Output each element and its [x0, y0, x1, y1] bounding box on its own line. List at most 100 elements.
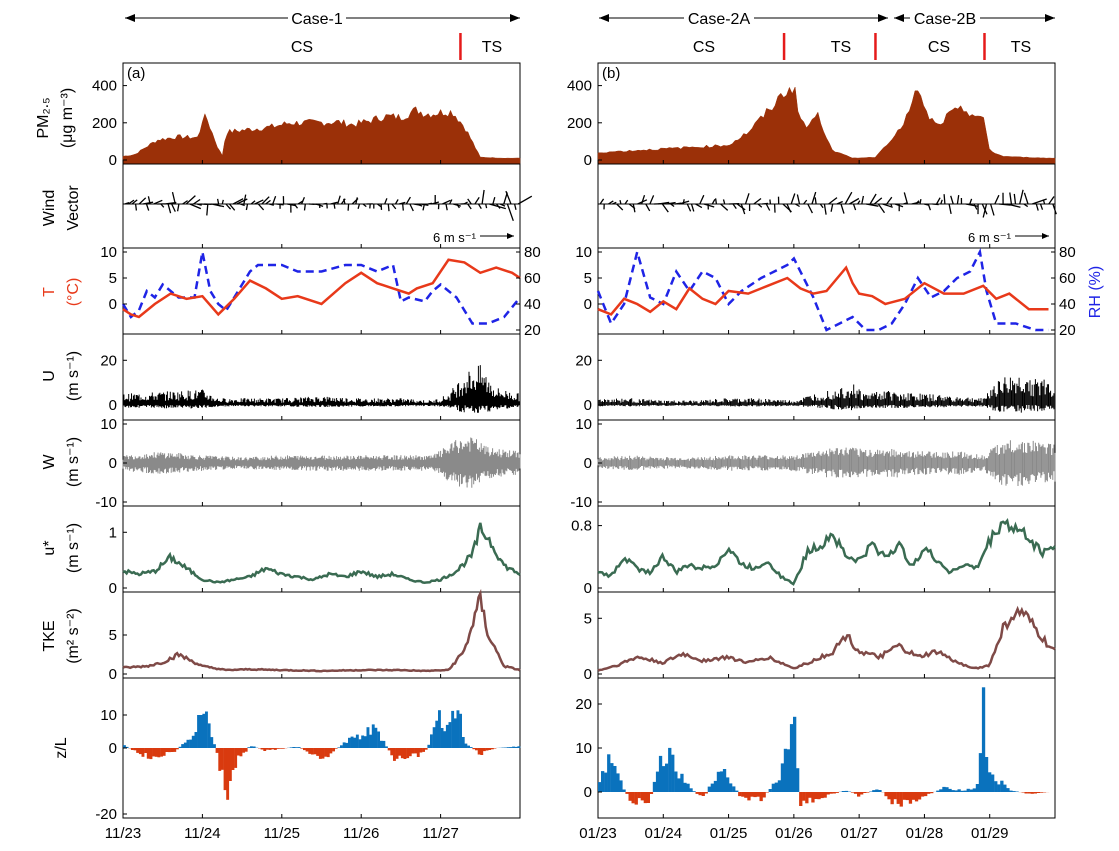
pm25-ytick-label: 0	[109, 152, 117, 169]
zl-bar-positive	[295, 747, 298, 748]
zl-bar-positive	[869, 791, 873, 792]
zl-bar-positive	[975, 784, 980, 792]
zl-bar-positive	[202, 713, 206, 748]
zl-bar-positive	[991, 774, 995, 792]
zl-bar-negative	[893, 792, 897, 800]
zl-bar-positive	[371, 724, 375, 748]
wind-vector-arrow	[124, 201, 130, 205]
wind-vector-arrow	[405, 196, 411, 205]
zl-bar-negative	[271, 748, 275, 750]
zl-bar-negative	[908, 792, 913, 804]
zl-bar-positive	[350, 736, 354, 748]
zl-bar-positive	[186, 739, 190, 748]
zl-bar-positive	[972, 788, 976, 792]
wind-vector-arrow	[1007, 203, 1021, 208]
zl-bar-positive	[191, 735, 195, 748]
zl-bar-negative	[300, 748, 304, 749]
zl-bar-positive	[297, 747, 301, 748]
wind-vector-arrow	[882, 203, 892, 208]
wind-vector-arrow	[269, 203, 274, 206]
zl-bar-positive	[183, 742, 187, 748]
wind-vector-arrow	[463, 201, 468, 205]
wind-vector-arrow	[1009, 192, 1013, 205]
wind-vector-arrow	[890, 203, 893, 209]
wind-vector-arrow	[499, 203, 506, 207]
zl-bar-positive	[988, 772, 992, 792]
zl-bar-negative	[324, 748, 327, 757]
wind-vector-arrow	[142, 201, 154, 205]
wind-vector-arrow	[828, 197, 838, 205]
zl-bar-positive	[619, 780, 623, 792]
zl-bar-negative	[924, 792, 928, 797]
ustar-ytick-label: 0	[584, 580, 592, 597]
wind-vector-arrow	[323, 202, 328, 205]
wind-vector-arrow	[956, 195, 960, 205]
zl-bar-negative	[152, 748, 155, 757]
zl-bar-negative	[905, 792, 909, 801]
zl-bar-positive	[443, 731, 447, 748]
wind-vector-arrow	[445, 203, 448, 211]
zl-bar-negative	[698, 792, 702, 796]
zl-bar-negative	[133, 748, 137, 751]
wind-vector-arrow	[1048, 196, 1055, 205]
panel-letter: (b)	[602, 65, 620, 82]
wind-vector-arrow	[965, 203, 979, 208]
case2b-arrow-left-head	[894, 14, 904, 22]
x-tick-label: 01/29	[971, 825, 1009, 842]
wind-vector-arrow	[714, 198, 718, 205]
wind-vector-arrow	[861, 195, 865, 205]
zl-bar-negative	[263, 748, 267, 751]
zl-bar-positive	[1006, 788, 1010, 792]
wind-vector-arrow	[849, 197, 860, 205]
tke-ytick-label: 5	[109, 627, 117, 644]
x-tick-label: 01/24	[645, 825, 683, 842]
case2b-cs-label: CS	[928, 39, 950, 56]
zl-bar-positive	[247, 747, 251, 748]
zl-bar-negative	[411, 748, 415, 754]
zl-bar-negative	[917, 792, 922, 800]
zl-bar-negative	[860, 792, 864, 795]
wind-vector-arrow	[886, 196, 893, 205]
zl-bar-negative	[896, 792, 900, 804]
wind-vector-arrow	[492, 197, 496, 205]
case1-label: Case-1	[291, 11, 343, 28]
wind-vector-arrow	[973, 203, 978, 210]
x-tick-label: 11/27	[422, 825, 458, 842]
zl-bar-negative	[321, 748, 325, 759]
zl-bar-positive	[123, 745, 126, 748]
w-ytick-label: 0	[109, 455, 117, 472]
wind-vector-arrow	[384, 198, 388, 205]
wind-vector-arrow	[923, 203, 929, 206]
zl-bar-negative	[162, 748, 166, 756]
zl-bar-negative	[231, 748, 235, 770]
wind-vector-arrow	[193, 198, 201, 205]
wind-vector-arrow	[185, 195, 196, 205]
wind-vector-arrow	[640, 194, 646, 205]
zl-bar-positive	[509, 747, 513, 748]
w-label-2: (m s⁻¹)	[65, 437, 82, 487]
zl-bar-positive	[292, 747, 296, 748]
zl-bar-positive	[199, 715, 203, 748]
x-tick-label: 11/24	[184, 825, 220, 842]
wind-vector-arrow	[695, 203, 703, 209]
wind-vector-arrow	[485, 203, 488, 209]
wind-vector-arrow	[164, 201, 177, 205]
zl-bar-negative	[276, 748, 280, 749]
wind-vector-arrow	[919, 198, 922, 205]
zl-bar-negative	[628, 792, 632, 801]
wind-vector-arrow	[456, 203, 460, 209]
zl-bar-positive	[194, 732, 198, 748]
zl-bar-negative	[485, 748, 489, 751]
x-tick-label: 01/23	[579, 825, 617, 842]
wind-vector-arrow	[703, 203, 715, 208]
wind-vector-arrow	[948, 203, 952, 215]
wind-vector-arrow	[670, 203, 675, 208]
wind-vector-arrow	[171, 191, 176, 205]
wind-vector-arrow	[836, 200, 843, 205]
pm25-ytick-label: 400	[567, 78, 592, 95]
wind-vector-arrow	[477, 203, 482, 210]
zl-bar-negative	[817, 792, 821, 800]
zl-bar-positive	[951, 790, 955, 792]
case2a-label-bg	[684, 8, 754, 28]
